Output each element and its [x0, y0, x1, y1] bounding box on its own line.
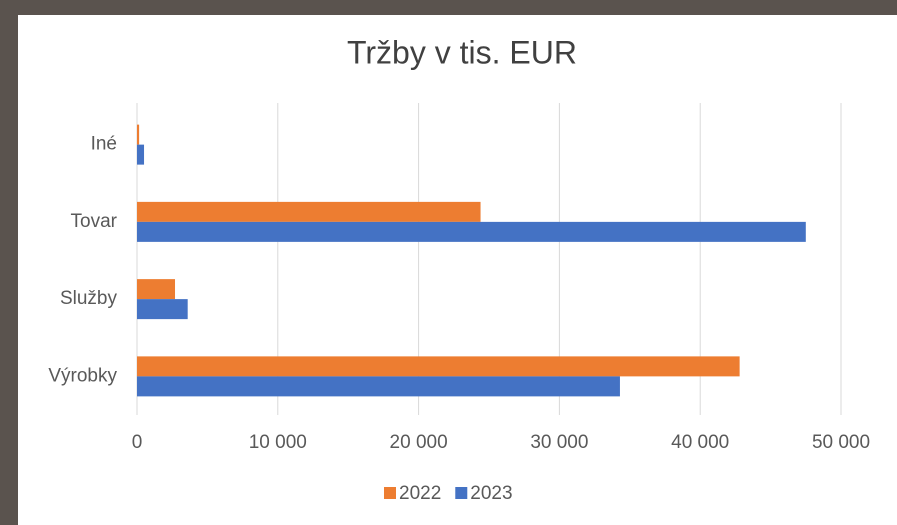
legend-label: 2023	[470, 483, 512, 504]
x-tick-label: 10 000	[249, 432, 307, 453]
y-tick-label: Služby	[60, 288, 118, 309]
chart-panel	[18, 15, 897, 525]
y-tick-label: Tovar	[71, 211, 118, 232]
bar	[137, 202, 481, 222]
bar	[137, 356, 740, 376]
chart-title: Tržby v tis. EUR	[347, 34, 577, 70]
y-tick-label: Výrobky	[48, 365, 117, 386]
bar	[137, 222, 806, 242]
x-tick-label: 20 000	[390, 432, 448, 453]
y-tick-label: Iné	[91, 134, 117, 155]
x-tick-label: 30 000	[530, 432, 588, 453]
x-tick-label: 0	[132, 432, 143, 453]
x-tick-label: 40 000	[671, 432, 729, 453]
chart: Tržby v tis. EUR 0 10 000 20 000 30 000 40 0…	[0, 0, 897, 525]
legend-swatch	[384, 487, 396, 499]
x-tick-label: 50 000	[812, 432, 870, 453]
bar	[137, 145, 144, 165]
bar	[137, 279, 175, 299]
legend-label: 2022	[399, 483, 441, 504]
page: Tržby v tis. EUR 0 10 000 20 000 30 000 40 0…	[0, 0, 897, 525]
legend-swatch	[455, 487, 467, 499]
bar	[137, 299, 188, 319]
bar	[137, 376, 620, 396]
bar	[137, 125, 139, 145]
